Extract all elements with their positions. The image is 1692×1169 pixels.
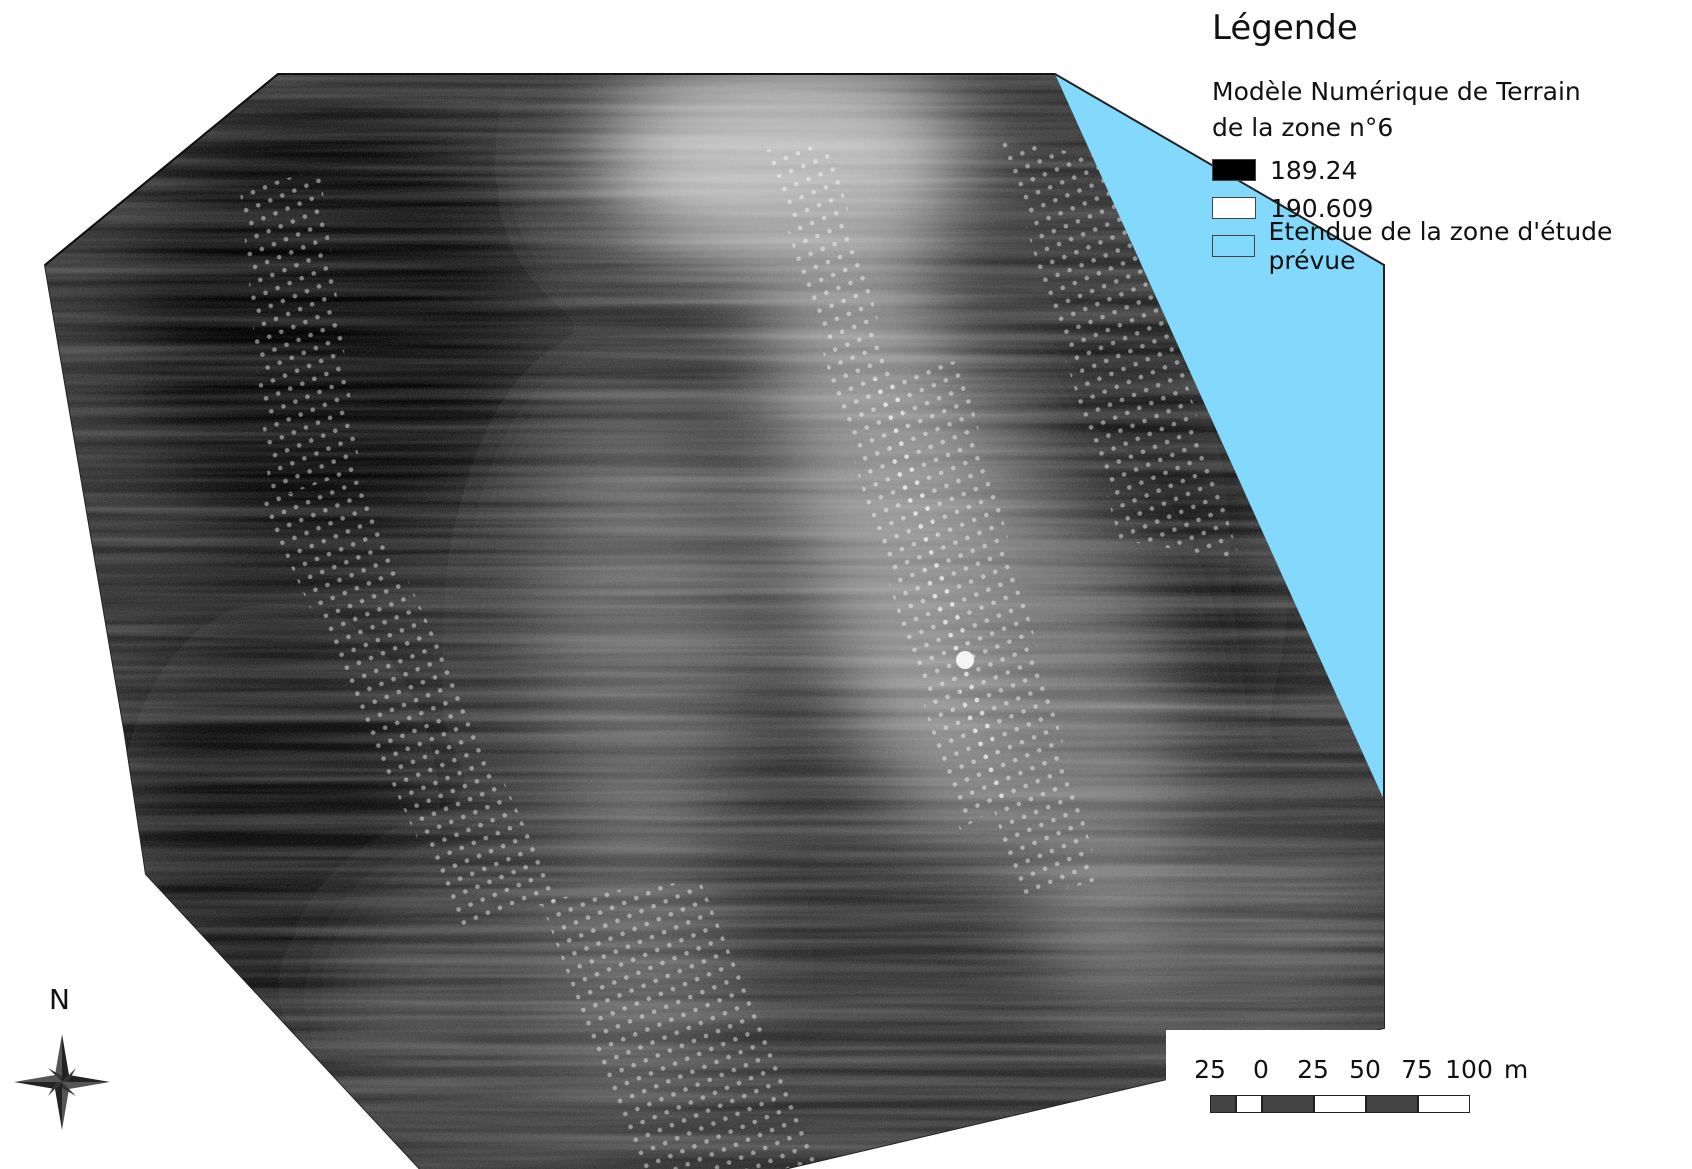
- scale-segment: [1314, 1095, 1366, 1113]
- scale-label: 25: [1297, 1055, 1329, 1084]
- scale-bar: 25 0 25 50 75 100 m: [1166, 1030, 1692, 1169]
- legend-label-study-area: Etendue de la zone d'étude prévue: [1268, 217, 1613, 275]
- north-label: N: [49, 983, 70, 1016]
- scale-label: 50: [1349, 1055, 1381, 1084]
- legend-subtitle: Modèle Numérique de Terrain de la zone n…: [1212, 74, 1581, 146]
- scale-segment: [1236, 1095, 1262, 1113]
- legend-item-study-area: Etendue de la zone d'étude prévue: [1212, 217, 1692, 275]
- legend-title: Légende: [1212, 8, 1358, 48]
- dem-outline: [44, 73, 1055, 266]
- scale-label: 100: [1445, 1055, 1493, 1084]
- scale-segment: [1418, 1095, 1470, 1113]
- scale-segment: [1262, 1095, 1314, 1113]
- legend-swatch-study-area: [1212, 235, 1255, 257]
- legend-label-low: 189.24: [1270, 155, 1358, 185]
- legend-swatch-low: [1212, 159, 1256, 181]
- scale-label: 0: [1253, 1055, 1269, 1084]
- scale-label: 25: [1194, 1055, 1226, 1084]
- scale-segment: [1366, 1095, 1418, 1113]
- legend-item-high: 190.609: [1212, 192, 1373, 224]
- scale-segment: [1210, 1095, 1236, 1113]
- legend-swatch-high: [1212, 197, 1256, 219]
- scale-unit-label: m: [1503, 1055, 1529, 1084]
- legend-item-low: 189.24: [1212, 154, 1357, 186]
- legend-subtitle-line1: Modèle Numérique de Terrain: [1212, 77, 1581, 106]
- scale-label: 75: [1401, 1055, 1433, 1084]
- legend-label-high: 190.609: [1270, 193, 1374, 223]
- compass-rose-icon: [14, 1034, 110, 1130]
- legend-subtitle-line2: de la zone n°6: [1212, 113, 1394, 142]
